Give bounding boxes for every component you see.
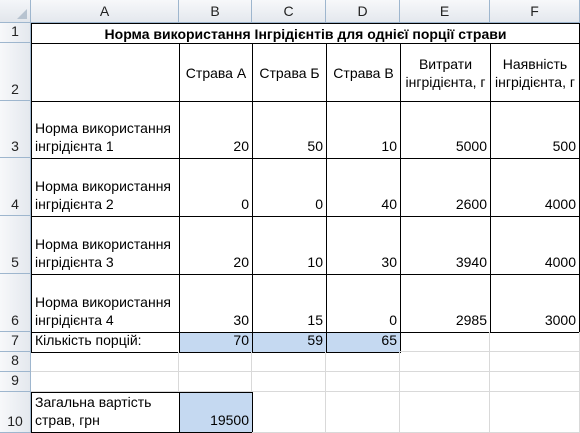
- portions-label[interactable]: Кількість порцій:: [31, 332, 180, 353]
- table-title[interactable]: Норма використання Інгрідієнтів для одні…: [31, 23, 580, 44]
- ingredient-2-dish-a[interactable]: 0: [179, 158, 253, 217]
- empty-cell[interactable]: [400, 352, 490, 372]
- empty-cell[interactable]: [490, 332, 580, 352]
- row-header-7[interactable]: 7: [0, 332, 31, 352]
- header-ingredient-cost[interactable]: Витрати інгрідієнта, г: [400, 43, 491, 102]
- header-dish-a[interactable]: Страва А: [179, 43, 253, 102]
- row-header-4[interactable]: 4: [0, 158, 31, 216]
- row-header-6[interactable]: 6: [0, 274, 31, 332]
- empty-cell[interactable]: [252, 392, 326, 433]
- column-header-b[interactable]: B: [179, 0, 252, 23]
- ingredient-4-availability[interactable]: 3000: [490, 274, 580, 333]
- ingredient-1-dish-a[interactable]: 20: [179, 101, 253, 159]
- row-header-9[interactable]: 9: [0, 372, 31, 392]
- empty-cell[interactable]: [326, 372, 400, 392]
- ingredient-4-dish-a[interactable]: 30: [179, 274, 253, 333]
- ingredient-1-availability[interactable]: 500: [490, 101, 580, 159]
- ingredient-1-dish-b[interactable]: 50: [252, 101, 327, 159]
- row-header-1[interactable]: 1: [0, 23, 31, 43]
- header-dish-b[interactable]: Страва Б: [252, 43, 327, 102]
- empty-cell[interactable]: [252, 352, 326, 372]
- ingredient-3-cost[interactable]: 3940: [400, 216, 491, 275]
- header-ingredient-availability[interactable]: Наявність інгрідієнта, г: [490, 43, 580, 102]
- ingredient-4-cost[interactable]: 2985: [400, 274, 491, 333]
- ingredient-label-1[interactable]: Норма використання інгрідієнта 1: [31, 101, 180, 159]
- ingredient-1-dish-c[interactable]: 10: [326, 101, 401, 159]
- portions-dish-b[interactable]: 59: [252, 332, 327, 353]
- column-header-f[interactable]: F: [490, 0, 580, 23]
- select-all-corner[interactable]: [0, 0, 31, 23]
- row-header-10[interactable]: 10: [0, 392, 31, 433]
- ingredient-label-2[interactable]: Норма використання інгрідієнта 2: [31, 158, 180, 217]
- empty-cell[interactable]: [179, 372, 252, 392]
- empty-cell[interactable]: [400, 392, 490, 433]
- header-dish-c[interactable]: Страва В: [326, 43, 401, 102]
- empty-cell[interactable]: [31, 352, 179, 372]
- ingredient-3-dish-c[interactable]: 30: [326, 216, 401, 275]
- empty-cell[interactable]: [31, 372, 179, 392]
- ingredient-2-availability[interactable]: 4000: [490, 158, 580, 217]
- empty-cell[interactable]: [326, 392, 400, 433]
- empty-cell[interactable]: [400, 332, 490, 352]
- header-empty-cell[interactable]: [31, 43, 180, 102]
- empty-cell[interactable]: [490, 352, 580, 372]
- empty-cell[interactable]: [400, 372, 490, 392]
- ingredient-label-3[interactable]: Норма використання інгрідієнта 3: [31, 216, 180, 275]
- ingredient-2-dish-b[interactable]: 0: [252, 158, 327, 217]
- row-header-5[interactable]: 5: [0, 216, 31, 274]
- ingredient-3-availability[interactable]: 4000: [490, 216, 580, 275]
- ingredient-1-cost[interactable]: 5000: [400, 101, 491, 159]
- total-cost-value[interactable]: 19500: [179, 392, 253, 433]
- empty-cell[interactable]: [252, 372, 326, 392]
- total-cost-label[interactable]: Загальна вартість страв, грн: [31, 392, 180, 433]
- column-header-e[interactable]: E: [400, 0, 490, 23]
- empty-cell[interactable]: [490, 372, 580, 392]
- ingredient-3-dish-a[interactable]: 20: [179, 216, 253, 275]
- portions-dish-a[interactable]: 70: [179, 332, 253, 353]
- column-header-a[interactable]: A: [31, 0, 179, 23]
- empty-cell[interactable]: [490, 392, 580, 433]
- column-header-d[interactable]: D: [326, 0, 400, 23]
- ingredient-2-cost[interactable]: 2600: [400, 158, 491, 217]
- row-header-3[interactable]: 3: [0, 101, 31, 158]
- ingredient-3-dish-b[interactable]: 10: [252, 216, 327, 275]
- ingredient-2-dish-c[interactable]: 40: [326, 158, 401, 217]
- ingredient-label-4[interactable]: Норма використання інгрідієнта 4: [31, 274, 180, 333]
- empty-cell[interactable]: [326, 352, 400, 372]
- portions-dish-c[interactable]: 65: [326, 332, 401, 353]
- row-header-2[interactable]: 2: [0, 43, 31, 101]
- row-header-8[interactable]: 8: [0, 352, 31, 372]
- ingredient-4-dish-b[interactable]: 15: [252, 274, 327, 333]
- column-header-c[interactable]: C: [252, 0, 326, 23]
- ingredient-4-dish-c[interactable]: 0: [326, 274, 401, 333]
- empty-cell[interactable]: [179, 352, 252, 372]
